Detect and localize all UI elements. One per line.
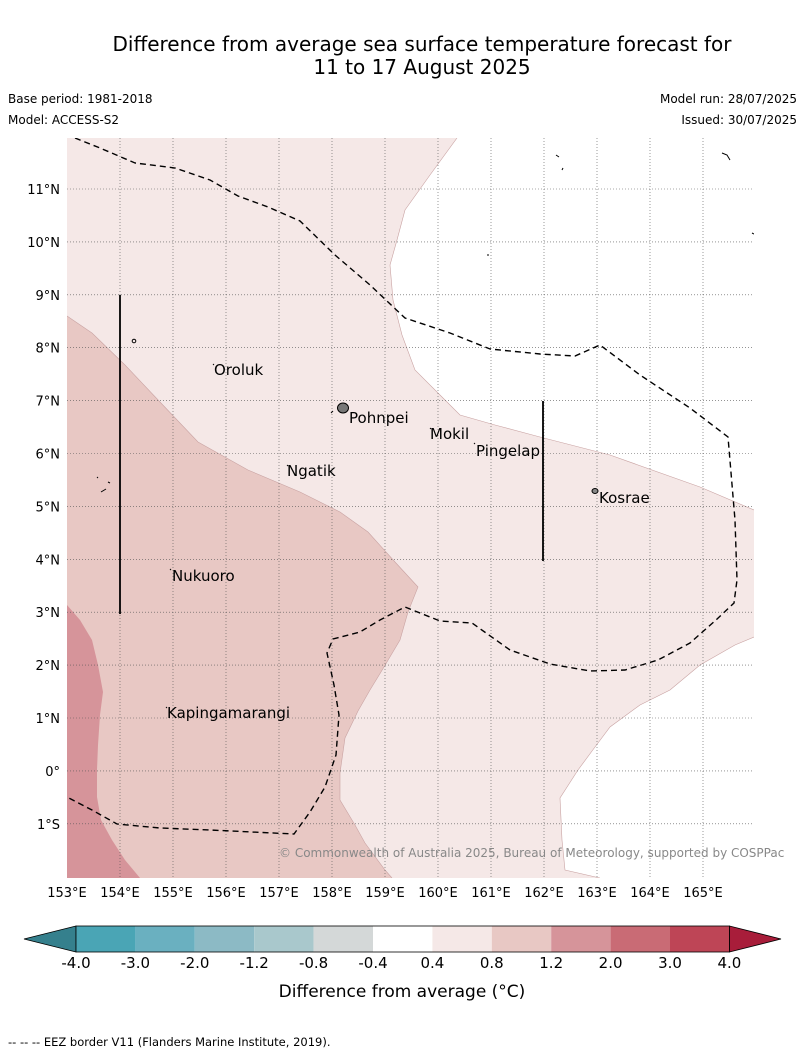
latitude-label: 11°N — [27, 183, 60, 198]
latitude-label: 9°N — [36, 289, 61, 304]
colorbar-segment — [373, 926, 433, 952]
colorbar-tick-label: 0.8 — [480, 954, 504, 972]
graticule — [67, 138, 754, 878]
colorbar-tick-labels: -4.0 -3.0 -2.0 -1.2 -0.8 -0.4 0.4 0.8 1.2 2.0 3.0 4… — [61, 954, 741, 972]
latitude-label: 4°N — [36, 553, 61, 568]
colorbar-tick-label: -0.8 — [299, 954, 328, 972]
model-name: Model: ACCESS-S2 — [8, 113, 120, 127]
colorbar-outline — [75, 925, 730, 953]
place-label-kosrae: Kosrae — [599, 489, 650, 507]
longitude-label: 154°E — [100, 886, 140, 901]
longitude-label: 155°E — [153, 886, 193, 901]
eez-source-note: -- -- -- EEZ border V11 (Flanders Marine… — [8, 1035, 331, 1049]
colorbar-segment — [610, 926, 670, 952]
colorbar-segment — [254, 926, 314, 952]
colorbar — [23, 925, 782, 953]
place-label-oroluk: Oroluk — [214, 361, 263, 379]
place-label-ngatik: Ngatik — [287, 462, 336, 480]
near-average-north — [390, 138, 754, 510]
colorbar-tick-label: -3.0 — [121, 954, 150, 972]
copyright-notice: © Commonwealth of Australia 2025, Bureau… — [279, 846, 784, 860]
place-label-kapingamarangi: Kapingamarangi — [167, 704, 290, 722]
latitude-label: 7°N — [36, 395, 61, 410]
longitude-label: 159°E — [365, 886, 405, 901]
longitude-label: 162°E — [524, 886, 564, 901]
model-run: Model run: 28/07/2025 — [659, 92, 797, 106]
latitude-label: 1°N — [36, 712, 61, 727]
colorbar-tick-label: -4.0 — [61, 954, 90, 972]
colorbar-under-extension — [23, 925, 77, 953]
place-label-mokil: Mokil — [430, 425, 469, 443]
colorbar-label: Difference from average (°C) — [279, 982, 526, 1002]
eez-border — [67, 138, 738, 835]
colorbar-segment — [76, 926, 136, 952]
latitude-label: 8°N — [36, 342, 61, 357]
colorbar-tick-label: 2.0 — [599, 954, 623, 972]
latitude-label: 5°N — [36, 500, 61, 515]
longitude-label: 165°E — [683, 886, 723, 901]
longitude-label: 156°E — [206, 886, 246, 901]
anomaly-zone-high — [67, 605, 140, 878]
colorbar-segment — [670, 926, 730, 952]
longitude-label: 161°E — [471, 886, 511, 901]
map-title-line1: Difference from average sea surface temp… — [112, 32, 732, 56]
longitude-labels: 153°E 154°E 155°E 156°E 157°E 158°E 159°E 160°E… — [47, 886, 723, 901]
colorbar-tick-label: 1.2 — [539, 954, 563, 972]
islet-west — [131, 338, 137, 344]
colorbar-tick-label: -0.4 — [358, 954, 387, 972]
latitude-label: 6°N — [36, 448, 61, 463]
latitude-label: 10°N — [27, 236, 60, 251]
contour-edges — [67, 138, 754, 878]
colorbar-segment — [551, 926, 611, 952]
colorbar-tick-label: -1.2 — [240, 954, 269, 972]
map-title-line2: 11 to 17 August 2025 — [313, 55, 531, 79]
place-label-pohnpei: Pohnpei — [349, 409, 409, 427]
pohnpei-island — [337, 402, 349, 414]
latitude-label: 3°N — [36, 606, 61, 621]
map-frame — [67, 138, 754, 878]
longitude-label: 160°E — [418, 886, 458, 901]
latitude-label: 2°N — [36, 659, 61, 674]
latitude-labels: 11°N 10°N 9°N 8°N 7°N 6°N 5°N 4°N 3°N 2°N 1°N 0° 1°S — [27, 183, 60, 833]
colorbar-segment — [135, 926, 195, 952]
longitude-label: 163°E — [577, 886, 617, 901]
colorbar-segment — [432, 926, 492, 952]
latitude-label: 1°S — [37, 818, 60, 833]
near-average-southeast — [560, 637, 754, 878]
longitude-label: 158°E — [312, 886, 352, 901]
colorbar-tick-label: 3.0 — [658, 954, 682, 972]
longitude-label: 164°E — [630, 886, 670, 901]
place-label-nukuoro: Nukuoro — [172, 567, 235, 585]
sst-anomaly-map: Oroluk Pohnpei Mokil Pingelap Ngatik Kos… — [23, 138, 784, 1002]
colorbar-segment — [313, 926, 373, 952]
place-label-pingelap: Pingelap — [476, 442, 540, 460]
kosrae-island — [591, 488, 599, 494]
colorbar-over-extension — [729, 925, 782, 953]
issued-date: Issued: 30/07/2025 — [681, 113, 797, 127]
colorbar-tick-label: -2.0 — [180, 954, 209, 972]
longitude-label: 153°E — [47, 886, 87, 901]
colorbar-segment — [194, 926, 255, 952]
anomaly-zone-mid — [67, 316, 418, 878]
small-islets — [96, 152, 754, 709]
base-period: Base period: 1981-2018 — [8, 92, 153, 106]
colorbar-tick-label: 0.4 — [420, 954, 444, 972]
colorbar-segment — [491, 926, 552, 952]
longitude-label: 157°E — [259, 886, 299, 901]
colorbar-tick-label: 4.0 — [717, 954, 741, 972]
latitude-label: 0° — [45, 765, 60, 780]
